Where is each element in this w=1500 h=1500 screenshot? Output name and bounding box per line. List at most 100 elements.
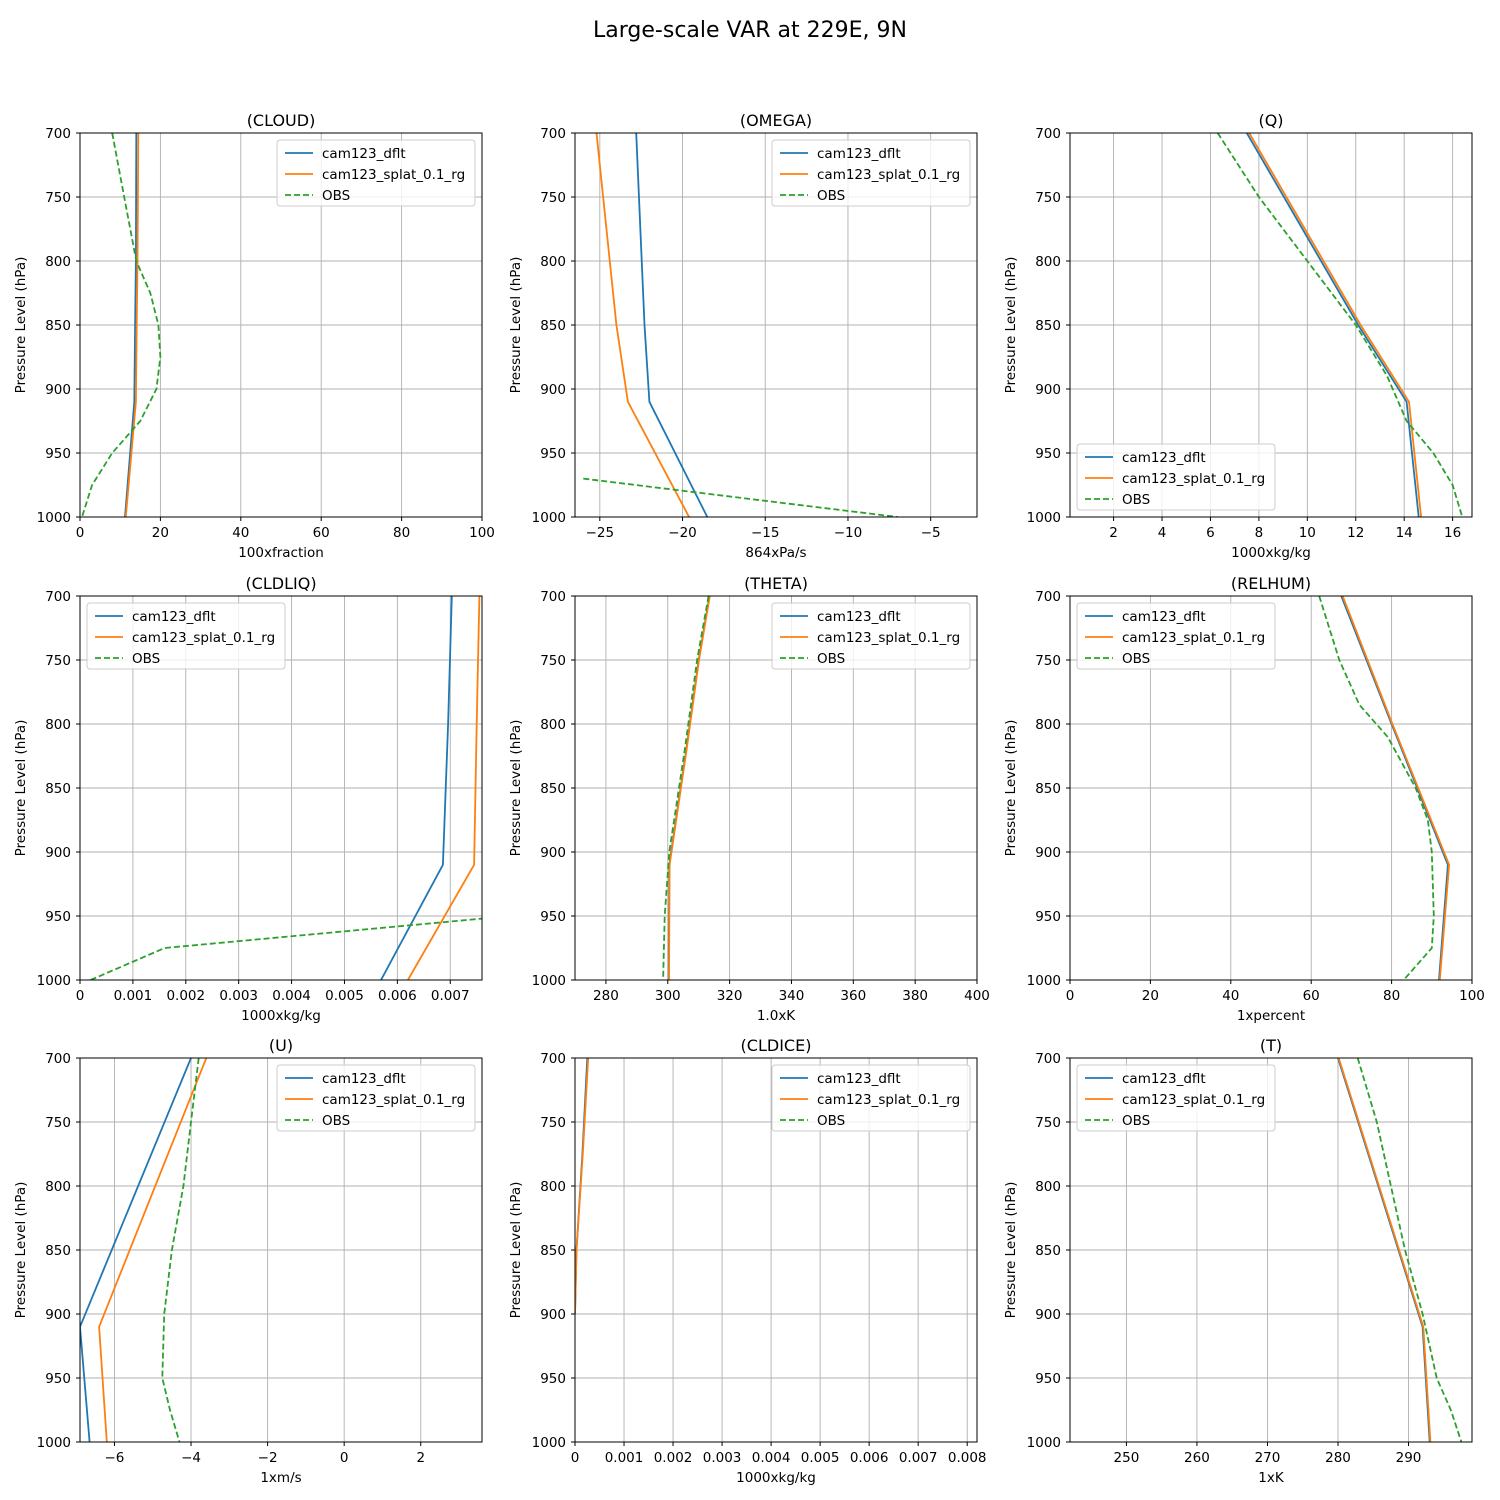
chart-title: (OMEGA) — [740, 111, 812, 130]
chart-panel-5: 280 300 320 340 360 380 400 700 750 800 850 900 950 1… — [508, 574, 990, 1024]
legend-label: OBS — [1122, 492, 1150, 508]
legend-label: OBS — [817, 188, 845, 204]
y-tick-label: 1000 — [37, 973, 71, 989]
legend: cam123_dflt cam123_splat_0.1_rg OBS — [86, 602, 286, 670]
y-axis-label: Pressure Level (hPa) — [508, 1182, 524, 1319]
y-tick-label: 800 — [1035, 1179, 1061, 1195]
x-tick-label: 80 — [393, 525, 410, 541]
legend: cam123_dflt cam123_splat_0.1_rg OBS — [276, 139, 476, 207]
x-tick-label: 40 — [232, 525, 249, 541]
x-tick-label: 4 — [1158, 525, 1167, 541]
x-axis-label: 1xK — [1258, 1470, 1285, 1486]
y-tick-label: 1000 — [1027, 1435, 1061, 1451]
chart-title: (CLDICE) — [741, 1036, 812, 1055]
y-tick-label: 750 — [45, 190, 71, 206]
series-line-cam123_dflt — [124, 133, 138, 517]
x-axis-label: 100xfraction — [238, 545, 324, 561]
y-tick-label: 700 — [1035, 1051, 1061, 1067]
legend-label: cam123_dflt — [817, 609, 901, 625]
y-tick-label: 750 — [540, 1115, 566, 1131]
series-line-cam123_splat_0.1_rg — [1341, 596, 1450, 980]
y-tick-label: 700 — [1035, 589, 1061, 605]
series-line-cam123_dflt — [380, 596, 453, 980]
x-tick-label: −15 — [751, 525, 780, 541]
x-tick-label: 0.003 — [219, 988, 258, 1004]
x-tick-label: 80 — [1383, 988, 1400, 1004]
y-tick-label: 950 — [540, 1371, 566, 1387]
y-tick-label: 750 — [1035, 1115, 1061, 1131]
y-tick-label: 700 — [540, 126, 566, 142]
x-axis-label: 1000xkg/kg — [241, 1008, 321, 1024]
x-tick-label: 0.008 — [948, 1450, 987, 1466]
x-axis-label: 1xm/s — [260, 1470, 301, 1486]
legend-label: cam123_dflt — [132, 609, 216, 625]
x-tick-label: 60 — [1303, 988, 1320, 1004]
x-tick-label: 380 — [902, 988, 928, 1004]
chart-panel-9: 250 260 270 280 290 700 750 800 850 900 950 1000 (T)… — [1003, 1036, 1473, 1486]
y-tick-label: 850 — [45, 1243, 71, 1259]
x-tick-label: 0.001 — [605, 1450, 644, 1466]
x-tick-label: 0.005 — [325, 988, 364, 1004]
legend: cam123_dflt cam123_splat_0.1_rg OBS — [1076, 443, 1276, 511]
y-tick-label: 850 — [45, 781, 71, 797]
series-line-cam123_splat_0.1_rg — [98, 1058, 208, 1442]
chart-title: (THETA) — [744, 574, 808, 593]
x-tick-label: 280 — [1325, 1450, 1351, 1466]
y-tick-label: 900 — [45, 845, 71, 861]
series-line-cam123_splat_0.1_rg — [668, 596, 711, 980]
series-line-cam123_splat_0.1_rg — [1248, 133, 1422, 517]
x-tick-label: −10 — [834, 525, 863, 541]
x-tick-label: 0.004 — [752, 1450, 791, 1466]
legend-label: OBS — [132, 651, 160, 667]
x-tick-label: 20 — [1142, 988, 1159, 1004]
y-tick-label: 1000 — [1027, 973, 1061, 989]
y-axis-label: Pressure Level (hPa) — [1003, 257, 1019, 394]
y-tick-label: 800 — [45, 717, 71, 733]
legend-label: OBS — [1122, 651, 1150, 667]
chart-title: (CLDLIQ) — [245, 574, 316, 593]
x-tick-label: 290 — [1396, 1450, 1422, 1466]
x-tick-label: 0.004 — [272, 988, 311, 1004]
y-tick-label: 750 — [1035, 190, 1061, 206]
y-tick-label: 800 — [1035, 254, 1061, 270]
y-tick-label: 950 — [45, 446, 71, 462]
x-tick-label: 0.002 — [166, 988, 205, 1004]
y-tick-label: 900 — [540, 1307, 566, 1323]
x-tick-label: 360 — [840, 988, 866, 1004]
y-tick-label: 800 — [540, 1179, 566, 1195]
y-tick-label: 850 — [1035, 1243, 1061, 1259]
legend-label: cam123_dflt — [817, 1071, 901, 1087]
y-tick-label: 850 — [45, 318, 71, 334]
x-axis-label: 1000xkg/kg — [1231, 545, 1311, 561]
y-tick-label: 1000 — [37, 1435, 71, 1451]
y-tick-label: 750 — [540, 653, 566, 669]
legend-label: cam123_splat_0.1_rg — [817, 167, 960, 183]
x-tick-label: 250 — [1114, 1450, 1140, 1466]
legend-label: cam123_splat_0.1_rg — [132, 630, 275, 646]
y-axis-label: Pressure Level (hPa) — [13, 257, 29, 394]
x-tick-label: 2 — [416, 1450, 425, 1466]
y-tick-label: 900 — [1035, 845, 1061, 861]
y-tick-label: 700 — [45, 589, 71, 605]
y-axis-label: Pressure Level (hPa) — [13, 720, 29, 857]
x-tick-label: 0.006 — [850, 1450, 889, 1466]
legend-label: cam123_splat_0.1_rg — [1122, 630, 1265, 646]
x-tick-label: 0.001 — [114, 988, 153, 1004]
legend-label: OBS — [322, 1113, 350, 1129]
legend-box — [276, 139, 476, 207]
x-tick-label: 260 — [1184, 1450, 1210, 1466]
y-axis-label: Pressure Level (hPa) — [1003, 720, 1019, 857]
x-tick-label: 100 — [1459, 988, 1485, 1004]
legend-label: cam123_dflt — [322, 146, 406, 162]
chart-panel-8: 0 0.001 0.002 0.003 0.004 0.005 0.006 0.007 0.00… — [508, 1036, 987, 1486]
series-line-cam123_dflt — [1246, 133, 1420, 517]
legend: cam123_dflt cam123_splat_0.1_rg OBS — [1076, 602, 1276, 670]
y-tick-label: 700 — [45, 126, 71, 142]
x-axis-label: 864xPa/s — [745, 545, 806, 561]
x-tick-label: 0 — [340, 1450, 349, 1466]
y-tick-label: 800 — [45, 1179, 71, 1195]
y-tick-label: 800 — [540, 254, 566, 270]
series-line-cam123_dflt — [1340, 596, 1449, 980]
y-tick-label: 850 — [540, 318, 566, 334]
